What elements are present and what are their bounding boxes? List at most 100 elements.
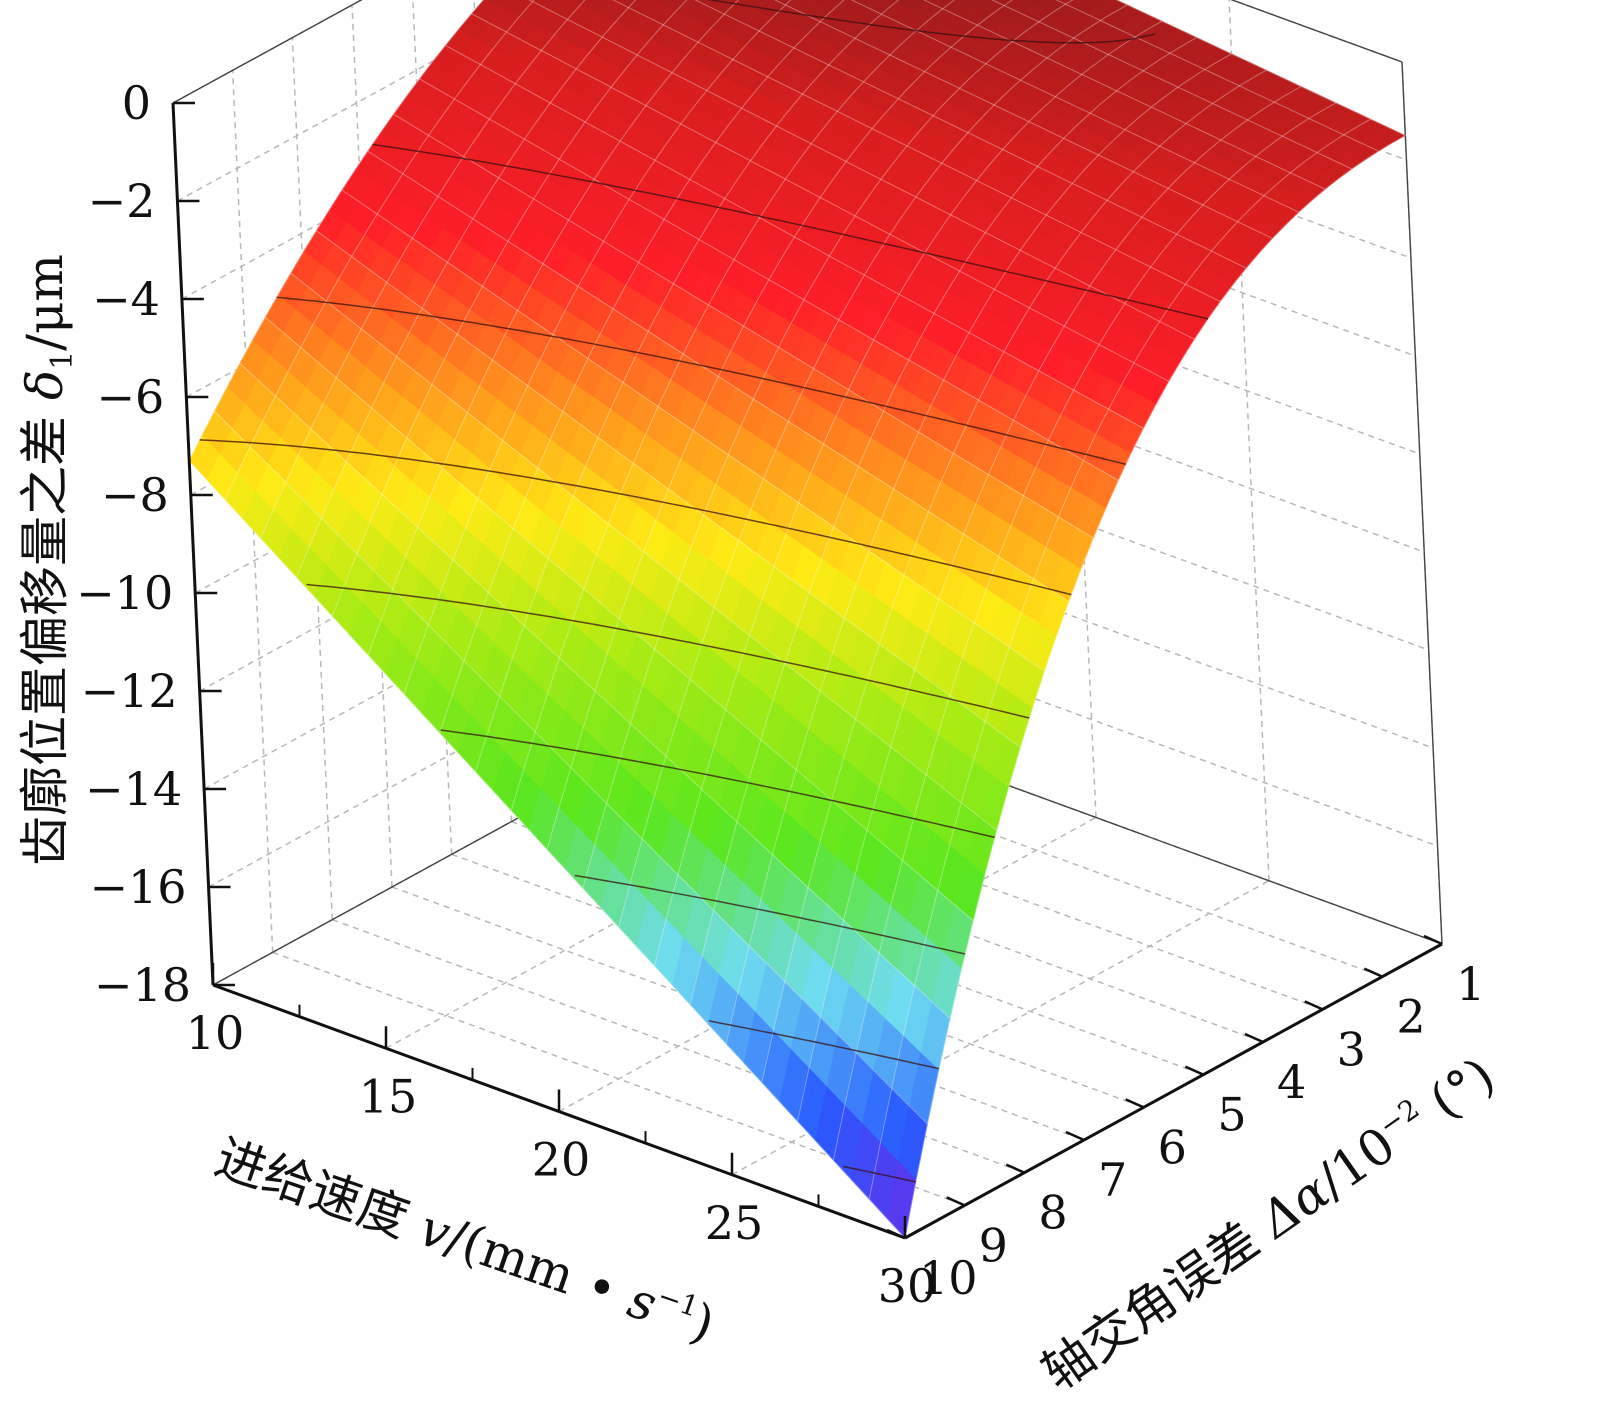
x-tick-label: 30 xyxy=(878,1259,937,1313)
x-tick-label: 15 xyxy=(359,1069,418,1123)
mesh-line xyxy=(419,78,1119,481)
y-tick-label: 10 xyxy=(919,1251,978,1305)
mesh-line xyxy=(331,0,688,617)
grid-line xyxy=(177,0,547,202)
y-tick-label: 3 xyxy=(1337,1022,1366,1076)
mesh-line xyxy=(439,0,845,733)
contour-line xyxy=(276,296,1126,466)
grid-line xyxy=(1228,0,1270,881)
z-tick-label: −12 xyxy=(81,664,178,718)
mesh-line xyxy=(214,410,928,1125)
z-tick-label: −10 xyxy=(76,566,173,620)
mesh-line xyxy=(923,0,1326,190)
x-axis-title: 进给速度 v/(mm • s−1) xyxy=(208,1129,721,1354)
contour-line xyxy=(306,583,1030,719)
z-tick-label: 0 xyxy=(122,76,151,130)
tick-labels: 0−2−4−6−8−10−12−14−16−181015202530123456… xyxy=(76,76,1485,1313)
x-tick-label: 20 xyxy=(532,1133,591,1187)
x-tick-label: 10 xyxy=(186,1006,245,1060)
mesh-line xyxy=(850,0,1299,213)
contour-line xyxy=(707,0,1156,44)
z-tick-label: −8 xyxy=(101,468,169,522)
mesh-line xyxy=(612,0,1221,302)
y-tick-mark xyxy=(1125,1098,1145,1109)
mesh-line xyxy=(904,135,1406,1239)
mesh-line xyxy=(290,272,997,831)
mesh-line xyxy=(188,0,485,461)
y-axis-line xyxy=(904,942,1443,1240)
mesh-line xyxy=(260,0,586,539)
z-tick-label: −4 xyxy=(92,272,160,326)
y-axis-title-text: 轴交角误差 xyxy=(1032,1202,1283,1399)
contour-lines xyxy=(199,0,1209,1183)
z-axis-title: 齿廓位置偏移量之差 δ1/μm xyxy=(16,254,80,866)
z-axis-title-text: 齿廓位置偏移量之差 xyxy=(16,400,74,866)
y-tick-mark xyxy=(1423,934,1443,946)
y-tick-label: 4 xyxy=(1277,1055,1306,1109)
mesh-line xyxy=(528,0,1195,340)
y-tick-mark xyxy=(1184,1065,1204,1076)
x-axis-title-text: 进给速度 xyxy=(208,1129,431,1254)
y-tick-label: 7 xyxy=(1098,1153,1127,1207)
mesh-line xyxy=(296,0,637,578)
y-tick-mark xyxy=(1304,1000,1324,1011)
x-axis-unit: /(mm • xyxy=(439,1208,640,1326)
y-tick-label: 8 xyxy=(1038,1186,1067,1240)
z-tick-label: −16 xyxy=(89,860,186,914)
mesh-line xyxy=(341,189,1045,672)
mesh-line xyxy=(224,0,535,500)
mesh-line xyxy=(367,0,740,656)
z-tick-label: −14 xyxy=(85,762,182,816)
y-tick-label: 5 xyxy=(1217,1088,1246,1142)
grid-line xyxy=(558,816,1097,1113)
axes xyxy=(171,101,1443,1240)
mesh-line xyxy=(510,0,956,811)
y-tick-label: 2 xyxy=(1396,990,1425,1044)
contour-line xyxy=(199,439,1072,596)
mesh-line xyxy=(618,4,1128,928)
mesh-line xyxy=(582,0,1074,889)
z-tick-label: −6 xyxy=(97,370,165,424)
mesh-line xyxy=(1115,0,1406,136)
z-axis-unit: /μm xyxy=(16,254,74,351)
contour-line xyxy=(708,1020,940,1070)
z-tick-label: −2 xyxy=(88,174,156,228)
z-axis-symbol: δ xyxy=(16,370,74,400)
mesh-line xyxy=(239,362,951,1019)
x-tick-label: 25 xyxy=(705,1196,764,1250)
frame-edge xyxy=(1230,0,1403,63)
y-axis-close: (°) xyxy=(1406,1046,1505,1139)
mesh-line xyxy=(654,20,1163,967)
mesh-line xyxy=(761,69,1267,1083)
frame-edge xyxy=(172,0,363,104)
y-tick-mark xyxy=(1244,1032,1264,1044)
y-tick-label: 6 xyxy=(1158,1120,1187,1174)
z-axis-line xyxy=(171,102,215,986)
mesh-line xyxy=(445,44,1144,429)
mesh-line xyxy=(689,37,1197,1005)
mesh-line xyxy=(773,0,1273,239)
y-tick-mark xyxy=(886,1228,906,1240)
mesh-line xyxy=(475,0,900,772)
y-tick-mark xyxy=(1065,1130,1085,1142)
mesh-line xyxy=(694,0,1247,269)
y-tick-mark xyxy=(946,1196,966,1207)
contour-line xyxy=(372,143,1209,320)
mesh-line xyxy=(546,0,1014,850)
contour-line xyxy=(842,1165,916,1183)
grid-line xyxy=(332,918,1025,1174)
mesh-line xyxy=(797,86,1302,1122)
contour-line xyxy=(440,729,995,839)
y-axis-title: 轴交角误差 Δα/10−2 (°) xyxy=(1032,1046,1506,1399)
z-axis-subscript: 1 xyxy=(45,351,80,370)
surface-plot xyxy=(188,0,1407,1239)
mesh-line xyxy=(1055,0,1379,152)
y-tick-label: 9 xyxy=(979,1218,1008,1272)
mesh-line xyxy=(188,460,906,1239)
grid-line xyxy=(272,951,965,1207)
mesh-line xyxy=(264,316,974,922)
mesh-line xyxy=(991,0,1353,170)
contour-line xyxy=(574,874,966,955)
